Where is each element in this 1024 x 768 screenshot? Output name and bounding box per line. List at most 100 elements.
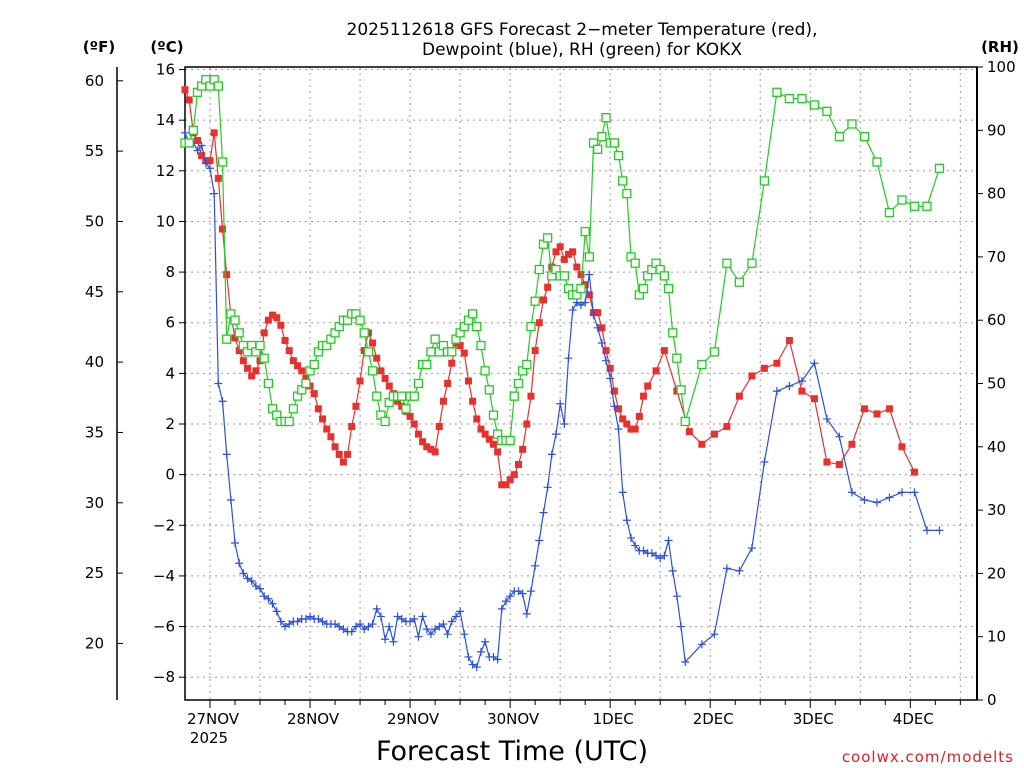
temperature-point	[314, 405, 322, 413]
rh-tick-label: 20	[987, 564, 1006, 582]
dewpoint-point	[660, 551, 669, 560]
rh-tick-label: 100	[987, 58, 1016, 76]
dewpoint-point	[860, 495, 869, 504]
dewpoint-point	[822, 414, 831, 423]
dewpoint-point	[181, 128, 189, 137]
rh-point	[934, 163, 945, 173]
x-tick-label: 29NOV	[387, 710, 440, 728]
rh-point	[397, 391, 407, 401]
temperature-point	[210, 129, 218, 137]
temperature-point	[785, 336, 793, 344]
dewpoint-point	[314, 614, 323, 623]
dewpoint-point	[697, 640, 706, 649]
rh-point	[259, 353, 269, 363]
x-axis-title: Forecast Time (UTC)	[376, 736, 648, 767]
dewpoint-point	[710, 630, 719, 639]
temperature-point	[352, 402, 360, 410]
rh-point	[809, 100, 820, 110]
rh-point	[505, 435, 515, 446]
temperature-point	[610, 387, 618, 395]
dewpoint-point	[785, 382, 794, 391]
temperature-point	[281, 336, 289, 344]
x-tick-label: 2DEC	[693, 710, 734, 728]
rh-point	[447, 347, 457, 357]
temperature-point	[294, 362, 302, 370]
temperature-point	[544, 283, 552, 291]
rh-point	[909, 201, 920, 211]
temperature-point	[298, 367, 306, 375]
dewpoint-point	[264, 594, 273, 603]
temperature-point	[219, 225, 227, 233]
temperature-point	[539, 296, 547, 304]
temperature-point	[394, 397, 402, 405]
temperature-point	[289, 357, 297, 365]
rh-point	[222, 334, 232, 344]
temperature-point	[594, 309, 602, 317]
rh-point	[355, 315, 365, 325]
rh-point	[576, 283, 586, 294]
rh-point	[309, 359, 319, 370]
dewpoint-point	[218, 397, 227, 406]
temperature-point	[848, 440, 856, 448]
rh-point	[530, 296, 540, 306]
dewpoint-point	[543, 483, 552, 492]
source-credit: coolwx.com/modelts	[842, 748, 1014, 766]
rh-point	[234, 328, 244, 338]
dewpoint-point	[389, 637, 398, 646]
temperature-point	[373, 354, 381, 362]
dewpoint-point	[872, 498, 881, 507]
dewpoint-point	[589, 311, 598, 320]
fahrenheit-tick-label: 25	[85, 564, 104, 582]
dewpoint-point	[539, 508, 548, 517]
dewpoint-point	[847, 488, 856, 497]
x-tick-sublabel: 2025	[190, 729, 228, 747]
rh-point	[859, 131, 870, 142]
temperature-point	[823, 458, 831, 466]
fahrenheit-unit-label: (ºF)	[83, 38, 115, 56]
dewpoint-point	[597, 338, 606, 347]
dewpoint-point	[422, 625, 431, 634]
rh-unit-label: (RH)	[981, 38, 1019, 56]
dewpoint-point	[556, 399, 565, 408]
dewpoint-point	[351, 622, 360, 631]
dewpoint-point	[276, 617, 285, 626]
temperature-point	[481, 430, 489, 438]
temperature-point	[735, 392, 743, 400]
temperature-point	[798, 387, 806, 395]
dewpoint-point	[197, 141, 206, 150]
temperature-point	[660, 347, 668, 355]
fahrenheit-tick-label: 35	[85, 423, 104, 441]
dewpoint-point	[677, 622, 686, 631]
celsius-tick-label: 10	[156, 212, 175, 230]
rh-tick-label: 50	[987, 375, 1006, 393]
temperature-point	[898, 443, 906, 451]
dewpoint-point	[385, 622, 394, 631]
dewpoint-point	[610, 402, 619, 411]
temperature-point	[460, 349, 468, 357]
rh-point	[217, 157, 228, 167]
dewpoint-point	[564, 354, 573, 363]
x-tick-label: 1DEC	[593, 710, 634, 728]
temperature-point	[598, 324, 606, 332]
temperature-point	[585, 291, 593, 299]
temperature-point	[235, 347, 243, 355]
temperature-point	[339, 458, 347, 466]
dewpoint-point	[935, 526, 944, 535]
rh-point	[488, 410, 499, 420]
series-group	[180, 75, 945, 672]
dewpoint-point	[514, 587, 523, 596]
temperature-point	[414, 430, 422, 438]
dewpoint-point	[426, 630, 435, 639]
temperature-point	[277, 321, 285, 329]
rh-point	[409, 391, 419, 401]
rh-point	[630, 258, 640, 268]
celsius-tick-label: 6	[165, 314, 175, 332]
temperature-point	[419, 438, 427, 446]
dewpoint-point	[593, 323, 602, 332]
rh-point	[638, 283, 649, 294]
rh-tick-label: 10	[987, 628, 1006, 646]
dewpoint-point	[772, 387, 781, 396]
dewpoint-point	[285, 620, 294, 629]
rh-point	[476, 340, 486, 351]
